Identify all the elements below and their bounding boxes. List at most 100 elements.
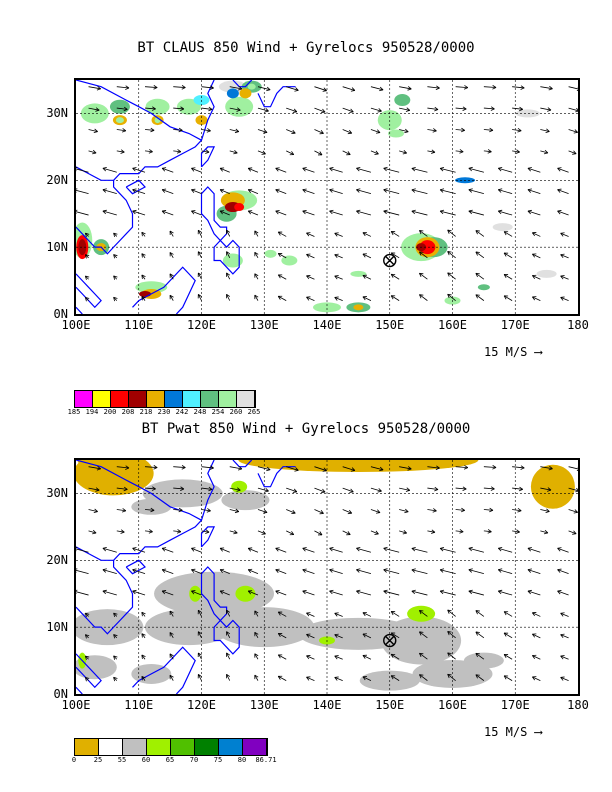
wind-head [576,89,578,92]
wind-head [113,254,118,257]
wind-head [407,468,412,471]
wind-shaft [76,569,89,575]
wind-shaft [226,272,231,280]
wind-shaft [447,673,456,681]
wind-head [404,511,409,514]
wind-vector [342,150,351,156]
wind-head [575,110,578,113]
wind-shaft [419,652,428,660]
wind-vector [116,149,125,154]
wind-head [468,189,473,193]
wind-head [515,151,520,154]
wind-vector [191,590,202,596]
wind-head [475,610,478,615]
wind-vector [197,294,202,301]
bottom-colorbar [74,738,268,756]
wind-head [489,129,494,133]
wind-vector [411,546,428,553]
wind-head [198,674,202,677]
wind-head [329,547,333,552]
coastline [76,653,102,689]
wind-head [76,589,78,591]
wind-head [520,465,525,469]
wind-vector [342,530,351,536]
wind-head [490,106,495,110]
wind-shaft [197,230,202,237]
wind-head [295,467,299,471]
wind-vector [277,611,287,617]
wind-head [519,486,523,490]
wind-vector [399,487,411,492]
wind-shaft [483,487,495,490]
wind-vector [314,150,323,156]
wind-vector [568,129,578,134]
wind-head [125,87,130,90]
coastline [125,179,146,195]
colorbar-swatch [195,739,219,755]
wind-vector [247,167,259,173]
wind-head [419,674,422,679]
wind-vector [475,674,485,681]
wind-head [376,132,381,134]
wind-head [492,467,497,470]
wind-vector [141,654,146,660]
wind-head [84,677,87,682]
colorbar-label: 265 [247,408,261,416]
wind-vector [439,209,456,216]
wind-shaft [116,530,125,533]
wind-vector [191,547,202,553]
wind-vector [275,167,287,173]
wind-shaft [88,466,101,470]
wind-head [275,189,279,193]
wind-shaft [370,466,384,471]
wind-head [439,569,444,573]
wind-vector [229,149,238,155]
wind-vector [169,632,174,639]
wind-head [113,655,118,658]
wind-vector [419,610,428,617]
wind-head [497,210,502,215]
wind-shaft [512,107,523,110]
wind-head [226,229,231,233]
wind-head [319,531,323,536]
wind-head [503,611,507,616]
wind-head [557,590,561,595]
wind-head [85,612,90,615]
wind-head [468,547,473,552]
wind-head [178,127,183,131]
wind-shaft [390,231,400,237]
wind-head [419,272,424,275]
wind-shaft [540,129,550,132]
wind-shaft [440,167,456,173]
wind-vector [169,674,174,681]
wind-shaft [399,86,412,90]
x-tick-label: 160E [438,318,467,332]
wind-head [141,253,146,256]
wind-shaft [483,150,492,153]
wind-vector [219,210,230,216]
wind-vector [226,673,231,681]
wind-head [475,652,480,655]
wind-vector [197,272,202,280]
wind-shaft [162,547,174,553]
wind-head [233,152,238,155]
wind-head [497,569,502,573]
wind-head [405,128,409,133]
colorbar-swatch [237,391,255,407]
wind-head [141,274,146,277]
wind-head [302,209,307,212]
wind-vector [302,209,315,216]
wind-head [306,296,310,301]
wind-vector [560,253,569,259]
colorbar-swatch [111,391,129,407]
wind-vector [503,611,513,617]
wind-shaft [302,590,315,596]
wind-head [97,85,101,90]
wind-head [462,488,467,491]
wind-head [383,546,388,549]
wind-head [234,149,238,154]
wind-shaft [201,509,211,512]
wind-head [405,489,410,492]
wind-head [123,106,128,110]
wind-head [419,251,422,256]
